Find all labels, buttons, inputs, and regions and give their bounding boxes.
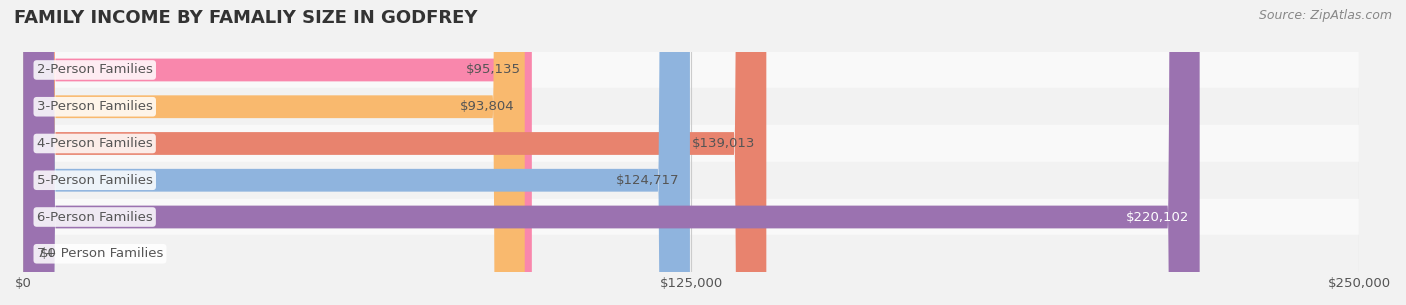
Bar [24,199,1360,235]
FancyBboxPatch shape [24,0,531,305]
Text: FAMILY INCOME BY FAMALIY SIZE IN GODFREY: FAMILY INCOME BY FAMALIY SIZE IN GODFREY [14,9,478,27]
FancyBboxPatch shape [24,0,690,305]
Text: $93,804: $93,804 [460,100,515,113]
Bar [24,125,1360,162]
FancyBboxPatch shape [24,0,524,305]
Text: 3-Person Families: 3-Person Families [37,100,153,113]
Bar [24,162,1360,199]
Text: 6-Person Families: 6-Person Families [37,210,152,224]
Bar [24,235,1360,272]
Text: 5-Person Families: 5-Person Families [37,174,153,187]
Text: $95,135: $95,135 [467,63,522,77]
Text: $220,102: $220,102 [1126,210,1189,224]
Text: Source: ZipAtlas.com: Source: ZipAtlas.com [1258,9,1392,22]
FancyBboxPatch shape [24,0,766,305]
Text: 7+ Person Families: 7+ Person Families [37,247,163,260]
Text: $139,013: $139,013 [692,137,755,150]
Text: $124,717: $124,717 [616,174,679,187]
Text: 2-Person Families: 2-Person Families [37,63,153,77]
Text: 4-Person Families: 4-Person Families [37,137,152,150]
Bar [24,88,1360,125]
FancyBboxPatch shape [24,0,1199,305]
Text: $0: $0 [39,247,56,260]
Bar [24,52,1360,88]
